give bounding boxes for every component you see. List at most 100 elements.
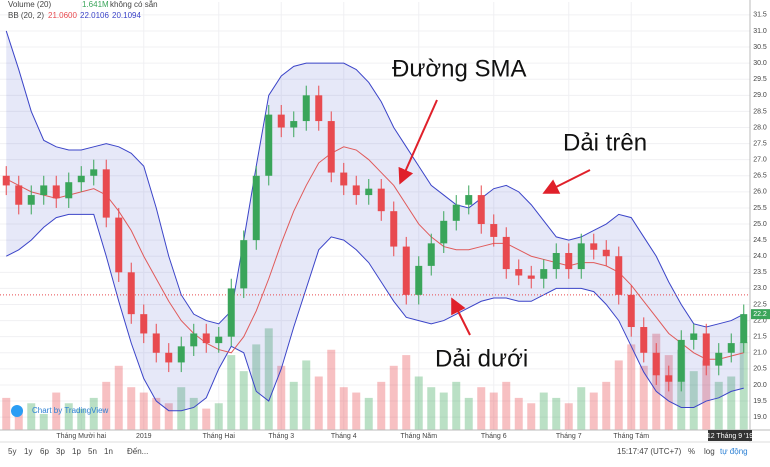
volume-bar — [102, 381, 111, 430]
volume-bar — [452, 381, 461, 430]
candle-body — [240, 240, 248, 289]
candle-body — [315, 95, 323, 122]
volume-bar — [264, 328, 273, 430]
y-tick-label: 28.0 — [753, 124, 767, 131]
x-tick-label: Tháng Hai — [203, 433, 236, 440]
y-tick-label: 19.0 — [753, 414, 767, 421]
annotation: Dải trên — [563, 129, 647, 156]
candle-body — [465, 195, 473, 205]
option-button[interactable]: % — [688, 447, 695, 456]
candle-body — [340, 172, 348, 186]
volume-bar — [689, 371, 698, 430]
volume-bar — [602, 381, 611, 430]
volume-bar — [352, 392, 361, 430]
clock: 15:17:47 (UTC+7) — [617, 447, 682, 456]
y-tick-label: 20.0 — [753, 382, 767, 389]
candle-body — [152, 333, 160, 353]
goto-button[interactable]: Đến... — [127, 447, 148, 456]
range-button[interactable]: 1n — [104, 447, 113, 456]
candle-body — [190, 333, 198, 347]
volume-bar — [527, 403, 536, 430]
annotation: Dải dưới — [435, 345, 528, 372]
candle-body — [615, 256, 623, 295]
volume-bar — [702, 360, 711, 430]
candle-body — [252, 175, 260, 241]
brand[interactable]: Chart by TradingView — [32, 406, 109, 415]
volume-bar — [427, 387, 436, 430]
volume-bar — [152, 397, 161, 430]
candle-body — [140, 314, 148, 334]
volume-bar — [139, 392, 148, 430]
volume-bar — [614, 360, 623, 430]
y-tick-label: 21.0 — [753, 350, 767, 357]
y-tick-label: 24.5 — [753, 237, 767, 244]
range-button[interactable]: 1p — [72, 447, 81, 456]
volume-bar — [164, 403, 173, 430]
candle-body — [740, 314, 748, 344]
volume-bar — [727, 376, 736, 430]
candle-body — [215, 336, 223, 344]
volume-bar — [539, 392, 548, 430]
candle-body — [677, 339, 685, 382]
candle-body — [727, 343, 735, 353]
option-button[interactable]: tự động — [720, 447, 748, 456]
volume-bar — [2, 397, 11, 430]
band-fill — [6, 30, 744, 411]
y-tick-label: 26.5 — [753, 173, 767, 180]
candle-body — [627, 294, 635, 328]
candle-body — [177, 346, 185, 363]
candle-body — [390, 211, 398, 247]
candle-body — [715, 352, 723, 366]
y-tick-label: 20.5 — [753, 366, 767, 373]
volume-bar — [64, 403, 73, 430]
candle-body — [15, 185, 23, 205]
y-tick-label: 30.0 — [753, 60, 767, 67]
candle-body — [577, 243, 585, 270]
option-button[interactable]: log — [704, 447, 715, 456]
bb-legend-value: 20.1094 — [112, 11, 141, 20]
volume-bar — [27, 403, 36, 430]
range-button[interactable]: 5y — [8, 447, 16, 456]
y-tick-label: 21.5 — [753, 334, 767, 341]
upper-band — [5, 30, 744, 328]
y-tick-label: 22.5 — [753, 301, 767, 308]
x-tick-label: Tháng 3 — [268, 433, 294, 440]
candle-body — [352, 185, 360, 196]
range-button[interactable]: 3p — [56, 447, 65, 456]
candle-body — [115, 217, 123, 273]
volume-bar — [552, 397, 561, 430]
volume-bar — [77, 408, 86, 430]
candle-body — [302, 95, 310, 122]
candle-body — [165, 352, 173, 363]
y-tick-label: 30.5 — [753, 44, 767, 51]
range-button[interactable]: 6p — [40, 447, 49, 456]
arrow — [398, 99, 438, 185]
volume-bar — [239, 371, 248, 430]
volume-bar — [52, 392, 61, 430]
volume-bar — [439, 392, 448, 430]
candle-body — [590, 243, 598, 250]
volume-bar — [39, 413, 48, 430]
candle-body — [565, 253, 573, 270]
candle-body — [440, 220, 448, 244]
volume-bar — [339, 387, 348, 430]
bb-legend-value: 22.0106 — [80, 11, 109, 20]
candle-body — [290, 121, 298, 128]
range-button[interactable]: 1y — [24, 447, 32, 456]
volume-bar — [627, 344, 636, 430]
candle-body — [90, 169, 98, 176]
volume-bar — [739, 342, 748, 430]
volume-bar — [402, 355, 411, 430]
x-tick-label: Tháng 6 — [481, 433, 507, 440]
candle-body — [452, 204, 460, 221]
y-tick-label: 23.0 — [753, 285, 767, 292]
candle-body — [552, 253, 560, 270]
y-tick-label: 31.0 — [753, 28, 767, 35]
range-button[interactable]: 5n — [88, 447, 97, 456]
candle-body — [377, 188, 385, 212]
plot — [0, 2, 750, 430]
candle-body — [127, 272, 135, 315]
candle-body — [427, 243, 435, 266]
y-tick-label: 23.5 — [753, 269, 767, 276]
volume-bar — [514, 397, 523, 430]
